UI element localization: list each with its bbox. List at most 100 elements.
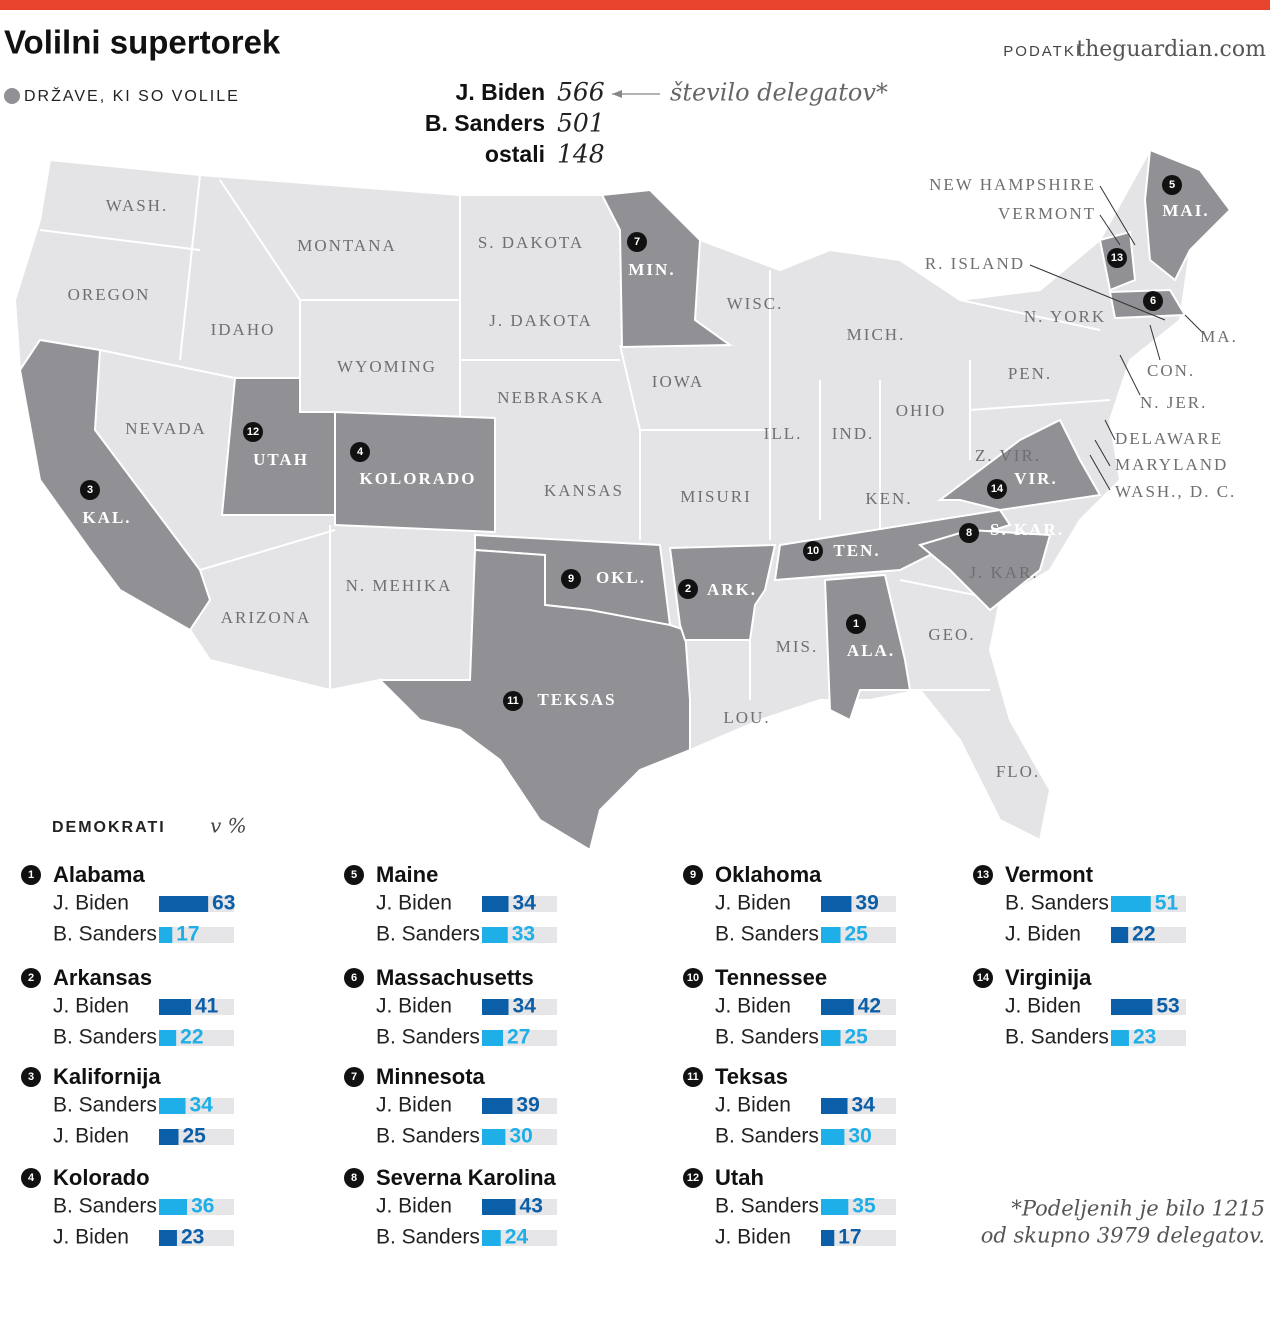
legend-swatch xyxy=(4,88,20,104)
state-shape xyxy=(377,548,691,852)
state-label: VIR. xyxy=(1014,469,1057,488)
state-number: 9 xyxy=(568,573,574,585)
result-state: Teksas xyxy=(715,1064,788,1089)
state-label: WISC. xyxy=(727,294,784,313)
result-badge xyxy=(973,968,993,988)
state-label: PEN. xyxy=(1008,364,1052,383)
bar xyxy=(821,1230,835,1246)
total-value: 501 xyxy=(557,109,605,138)
state-number: 14 xyxy=(991,483,1004,495)
state-number: 7 xyxy=(634,236,640,248)
state-label: TEKSAS xyxy=(537,690,616,709)
candidate-name: B. Sanders xyxy=(376,923,480,946)
footnote: *Podeljenih je bilo 1215 xyxy=(1011,1197,1265,1221)
value-label: 22 xyxy=(180,1026,203,1049)
bar xyxy=(482,896,509,912)
bar-track xyxy=(1111,1030,1186,1046)
bar-track xyxy=(821,1230,896,1246)
totals-note: število delegatov* xyxy=(670,79,888,107)
state-label: FLO. xyxy=(996,762,1040,781)
candidate-name: J. Biden xyxy=(376,1094,452,1117)
value-label: 17 xyxy=(838,1226,861,1249)
value-label: 41 xyxy=(195,995,219,1018)
state-label: N. YORK xyxy=(1024,307,1106,326)
state-label: UTAH xyxy=(253,450,309,469)
state-shape xyxy=(334,410,496,534)
state-label: DELAWARE xyxy=(1115,429,1223,448)
note-arrowhead xyxy=(612,90,622,98)
source: theguardian.com xyxy=(1076,37,1266,62)
total-name: J. Biden xyxy=(456,79,545,105)
bar-track xyxy=(159,1230,234,1246)
result-state: Kolorado xyxy=(53,1165,150,1190)
state-label: GEO. xyxy=(928,625,975,644)
results-unit: v % xyxy=(210,814,247,838)
value-label: 43 xyxy=(520,1195,543,1218)
candidate-name: B. Sanders xyxy=(715,1195,819,1218)
state-shape xyxy=(600,188,734,349)
candidate-name: J. Biden xyxy=(715,995,791,1018)
state-label: KEN. xyxy=(865,489,912,508)
candidate-name: J. Biden xyxy=(1005,923,1081,946)
value-label: 35 xyxy=(852,1195,876,1218)
bar xyxy=(159,927,173,943)
state-number: 6 xyxy=(1150,295,1156,307)
state-label: NEW HAMPSHIRE xyxy=(929,175,1096,194)
candidate-name: B. Sanders xyxy=(376,1026,480,1049)
result-number: 9 xyxy=(690,869,696,881)
candidate-name: J. Biden xyxy=(376,892,452,915)
state-number-badge xyxy=(987,479,1007,499)
voted-states xyxy=(18,148,1232,852)
value-label: 63 xyxy=(212,892,235,915)
result-badge xyxy=(344,865,364,885)
state-number-badge xyxy=(561,569,581,589)
result-state: Massachusetts xyxy=(376,965,534,990)
bar xyxy=(821,1199,849,1215)
result-state: Vermont xyxy=(1005,862,1094,887)
candidate-name: J. Biden xyxy=(715,892,791,915)
state-number: 2 xyxy=(685,583,691,595)
result-badge xyxy=(973,865,993,885)
source-label: PODATKI xyxy=(1003,43,1082,60)
result-state: Oklahoma xyxy=(715,862,822,887)
result-state: Maine xyxy=(376,862,438,887)
value-label: 53 xyxy=(1156,995,1179,1018)
state-label: R. ISLAND xyxy=(925,254,1025,273)
state-label: ARK. xyxy=(707,580,757,599)
leader-lines xyxy=(1029,185,1206,491)
state-label: WASH., D. C. xyxy=(1115,482,1236,501)
candidate-name: J. Biden xyxy=(376,995,452,1018)
bar xyxy=(821,927,841,943)
value-label: 34 xyxy=(513,892,537,915)
state-label: MAI. xyxy=(1162,201,1209,220)
total-value: 148 xyxy=(557,140,605,169)
bar xyxy=(821,896,852,912)
state-number-badge xyxy=(627,232,647,252)
state-number: 12 xyxy=(247,426,259,438)
candidate-name: J. Biden xyxy=(53,1226,129,1249)
state-label: J. KAR. xyxy=(969,563,1038,582)
candidate-name: B. Sanders xyxy=(53,1094,157,1117)
state-label: KANSAS xyxy=(544,481,624,500)
result-number: 12 xyxy=(687,1172,699,1184)
state-number: 8 xyxy=(966,527,972,539)
state-label: CON. xyxy=(1147,361,1195,380)
value-label: 22 xyxy=(1132,923,1155,946)
candidate-name: B. Sanders xyxy=(376,1226,480,1249)
state-number-badge xyxy=(503,691,523,711)
bar-track xyxy=(482,1230,557,1246)
result-badge xyxy=(683,968,703,988)
value-label: 25 xyxy=(845,923,869,946)
bar xyxy=(1111,896,1151,912)
total-name: ostali xyxy=(485,141,545,167)
value-label: 39 xyxy=(855,892,878,915)
value-label: 51 xyxy=(1155,892,1179,915)
state-label: VERMONT xyxy=(998,204,1096,223)
value-label: 34 xyxy=(513,995,537,1018)
result-badge xyxy=(21,1168,41,1188)
result-badge xyxy=(683,1168,703,1188)
state-shape xyxy=(18,338,212,632)
candidate-name: J. Biden xyxy=(1005,995,1081,1018)
candidate-name: J. Biden xyxy=(715,1226,791,1249)
state-number-badge xyxy=(678,579,698,599)
